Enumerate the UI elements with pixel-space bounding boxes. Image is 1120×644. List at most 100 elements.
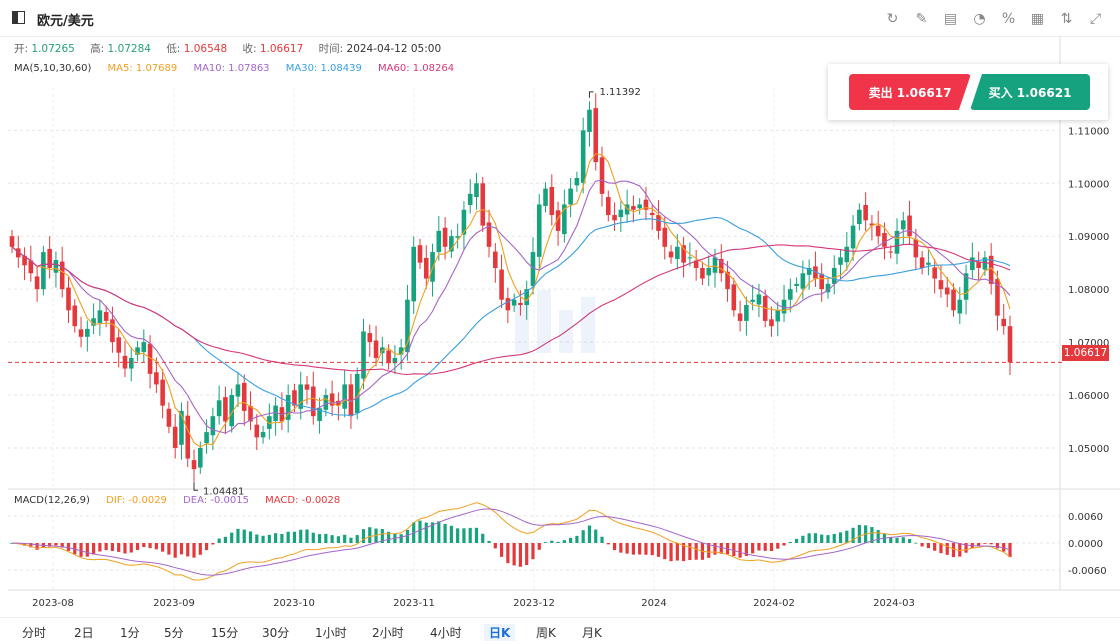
candle-body <box>72 305 78 327</box>
macd-histogram-bar <box>499 543 504 557</box>
ohlc-readout: 开: 1.07265 高: 1.07284 低: 1.06548 收: 1.06… <box>14 41 441 56</box>
price-tick-label: 1.07000 <box>1068 338 1109 349</box>
panel-toggle-icon[interactable] <box>12 11 25 24</box>
candle-body <box>348 384 354 417</box>
time-value: 2024-04-12 05:00 <box>346 43 442 55</box>
candle-body <box>643 199 649 210</box>
low-annotation: 1.04481 <box>203 486 244 497</box>
macd-histogram-bar <box>675 543 679 561</box>
candle-body <box>675 246 680 259</box>
fullscreen-icon[interactable]: ⤢ <box>1089 11 1102 27</box>
candle-body <box>185 415 191 459</box>
macd-histogram-bar <box>663 543 667 560</box>
period-5[interactable]: 30分 <box>262 626 290 640</box>
macd-histogram-bar <box>198 543 202 555</box>
macd-histogram-bar <box>644 543 648 555</box>
compare-icon[interactable]: ⇅ <box>1060 11 1073 27</box>
macd-histogram-bar <box>769 543 774 552</box>
candle-body <box>819 273 824 290</box>
candle-body <box>668 251 674 258</box>
macd-histogram-bar <box>807 533 811 543</box>
percent-icon[interactable]: % <box>1001 11 1016 27</box>
candle-body <box>681 245 686 263</box>
candle-body <box>618 209 624 218</box>
candle-body <box>963 273 969 300</box>
period-2[interactable]: 1分 <box>120 626 140 640</box>
candle-body <box>781 299 787 314</box>
macd-histogram-bar <box>682 543 686 562</box>
period-3[interactable]: 5分 <box>164 626 184 640</box>
indicator-icon[interactable]: ▤ <box>943 11 958 27</box>
macd-histogram-bar <box>688 543 692 561</box>
candle-body <box>1007 326 1013 363</box>
macd-tick-label: 0.0060 <box>1068 512 1103 523</box>
macd-histogram-bar <box>845 530 849 543</box>
period-11[interactable]: 月K <box>582 626 602 640</box>
candle-body <box>756 294 762 305</box>
period-4[interactable]: 15分 <box>211 626 239 640</box>
period-6[interactable]: 1小时 <box>315 626 347 640</box>
candle-body <box>938 280 944 290</box>
candle-body <box>367 333 373 343</box>
period-9[interactable]: 日K <box>484 624 516 641</box>
macd-histogram-bar <box>525 543 529 566</box>
time-tick-label: 2023-09 <box>153 598 195 609</box>
macd-histogram-bar <box>274 533 278 543</box>
macd-histogram-bar <box>110 543 115 551</box>
trade-panel: 卖出 1.06617 买入 1.06621 <box>828 64 1108 120</box>
macd-legend: MACD(12,26,9) DIF: -0.0029 DEA: -0.0015 … <box>14 495 353 506</box>
macd-histogram-bar <box>751 543 755 554</box>
macd-histogram-bar <box>66 543 71 551</box>
period-1[interactable]: 2日 <box>74 626 94 640</box>
candle-body <box>354 373 360 414</box>
candle-body <box>800 273 806 289</box>
buy-button[interactable]: 买入 1.06621 <box>970 74 1090 110</box>
macd-histogram-bar <box>91 543 96 555</box>
period-0[interactable]: 分时 <box>22 626 47 640</box>
candle-body <box>725 271 730 290</box>
macd-histogram-bar <box>242 529 246 543</box>
candle-body <box>599 157 605 194</box>
ma5-line <box>11 153 1011 448</box>
macd-tick-label: -0.0060 <box>1068 566 1107 577</box>
high-label: 高: <box>90 43 105 55</box>
macd-histogram-bar <box>255 534 259 543</box>
time-tick-label: 2023-10 <box>273 598 315 609</box>
pie-chart-icon[interactable]: ◔ <box>973 11 986 27</box>
candle-body <box>260 432 266 438</box>
candle-body <box>926 262 931 265</box>
candle-body <box>493 251 498 268</box>
price-tick-label: 1.09000 <box>1068 232 1109 243</box>
macd-histogram-bar <box>179 543 184 555</box>
refresh-icon[interactable]: ↻ <box>886 11 899 27</box>
macd-histogram-bar <box>468 527 472 543</box>
candle-body <box>28 260 34 274</box>
period-7[interactable]: 2小时 <box>372 626 404 640</box>
period-8[interactable]: 4小时 <box>430 626 462 640</box>
macd-value: MACD: -0.0028 <box>265 495 341 506</box>
macd-histogram-bar <box>694 543 698 560</box>
macd-histogram-bar <box>587 525 592 543</box>
draw-icon[interactable]: ✎ <box>915 11 928 27</box>
macd-histogram-bar <box>48 543 52 547</box>
period-10[interactable]: 周K <box>536 626 556 640</box>
candle-body <box>932 267 937 279</box>
grid-icon[interactable]: ▦ <box>1030 11 1045 27</box>
ma5-value: MA5: 1.07689 <box>107 63 178 74</box>
symbol-title: 欧元/美元 <box>37 14 94 29</box>
macd-histogram-bar <box>437 521 441 543</box>
candle-body <box>631 206 636 210</box>
candle-body <box>769 319 774 327</box>
candle-body <box>706 267 712 276</box>
macd-histogram-bar <box>794 538 799 543</box>
sell-button[interactable]: 卖出 1.06617 <box>849 74 971 110</box>
ma60-value: MA60: 1.08264 <box>378 63 455 74</box>
macd-histogram-bar <box>230 532 234 543</box>
candle-body <box>361 331 366 379</box>
candle-body <box>373 340 379 358</box>
candle-body <box>141 342 147 353</box>
candle-body <box>587 109 592 132</box>
macd-histogram-bar <box>537 543 541 550</box>
macd-histogram-bar <box>732 543 736 557</box>
